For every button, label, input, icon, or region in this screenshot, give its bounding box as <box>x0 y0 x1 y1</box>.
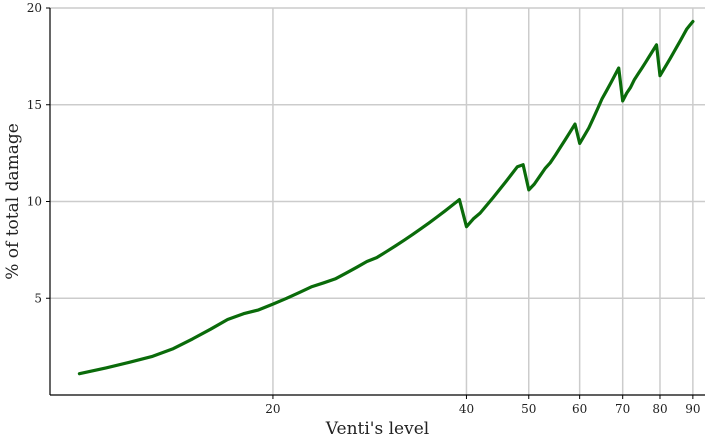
y-tick-label: 15 <box>27 98 42 112</box>
series-line <box>77 19 695 376</box>
series-group <box>77 19 695 376</box>
y-axis-label: % of total damage <box>3 123 23 280</box>
x-tick-label: 60 <box>572 402 587 416</box>
x-axis-label: Venti's level <box>325 419 429 439</box>
x-tick-label: 70 <box>615 402 630 416</box>
y-tick-label: 5 <box>34 291 42 305</box>
x-tick-label: 50 <box>521 402 536 416</box>
tick-labels: 20 40 50 60 70 80 90 5 10 15 20 <box>27 1 701 416</box>
grid <box>50 7 705 395</box>
x-tick-label: 20 <box>265 402 280 416</box>
x-tick-label: 80 <box>652 402 667 416</box>
y-tick-label: 20 <box>27 1 42 15</box>
x-tick-label: 90 <box>685 402 700 416</box>
y-tick-label: 10 <box>27 195 42 209</box>
x-tick-label: 40 <box>459 402 474 416</box>
axes <box>46 7 705 399</box>
